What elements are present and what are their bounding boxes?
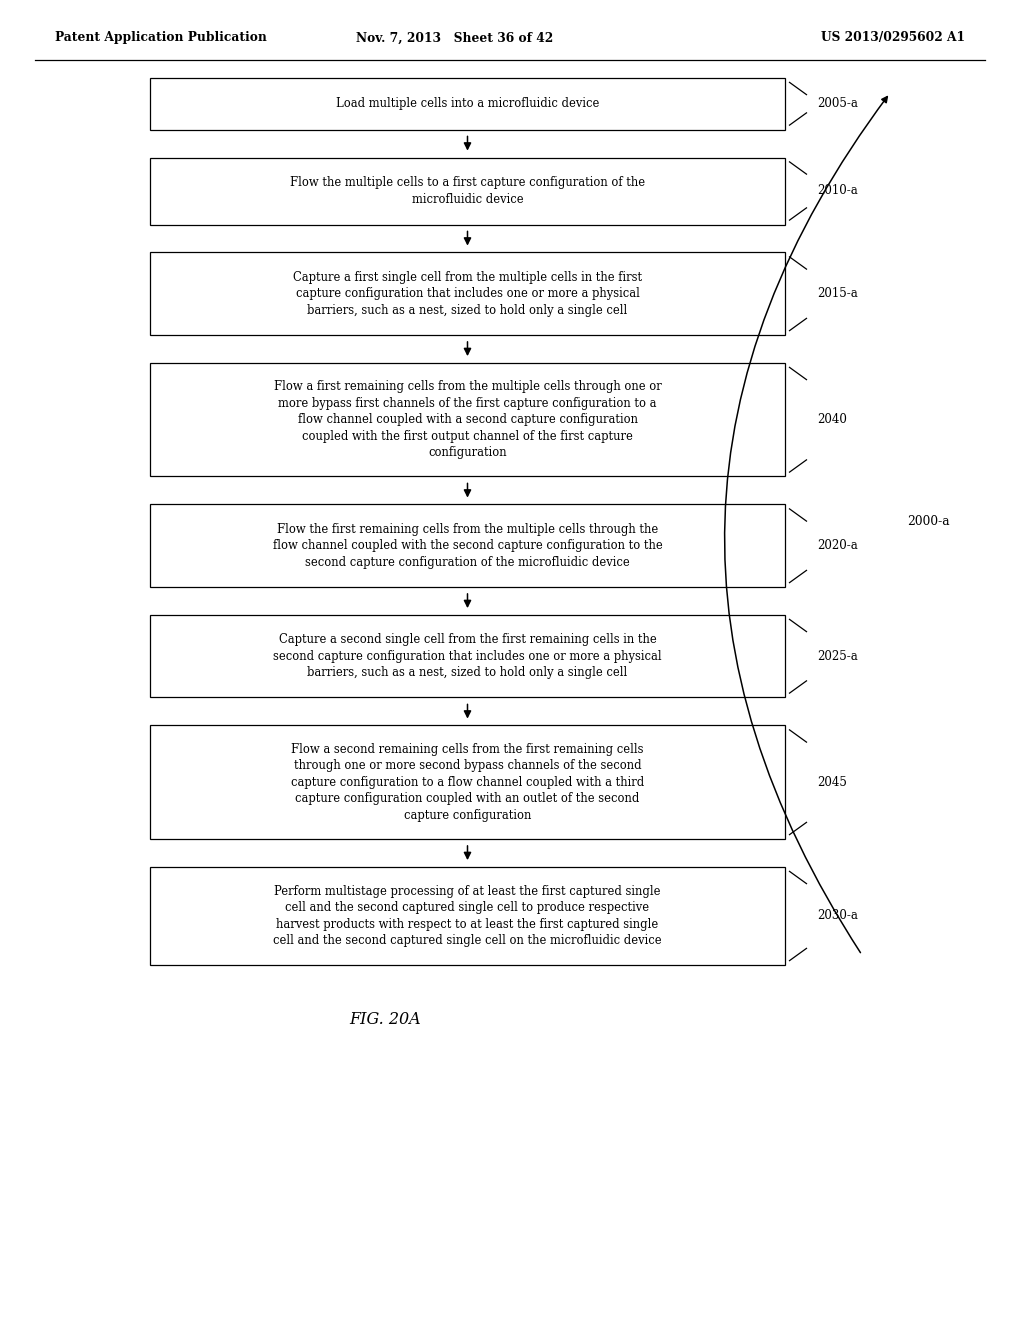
Text: Flow the first remaining cells from the multiple cells through the
flow channel : Flow the first remaining cells from the … <box>272 523 663 569</box>
Text: 2020-a: 2020-a <box>817 540 858 552</box>
Bar <box>150 504 785 587</box>
Text: Load multiple cells into a microfluidic device: Load multiple cells into a microfluidic … <box>336 98 599 111</box>
Text: FIG. 20A: FIG. 20A <box>349 1011 421 1028</box>
Bar <box>150 867 785 965</box>
Text: Flow a second remaining cells from the first remaining cells
through one or more: Flow a second remaining cells from the f… <box>291 743 644 822</box>
Bar <box>150 157 785 224</box>
Text: 2015-a: 2015-a <box>817 288 858 300</box>
Text: 2040: 2040 <box>817 413 847 426</box>
Text: Patent Application Publication: Patent Application Publication <box>55 32 267 45</box>
Bar <box>150 726 785 840</box>
Bar <box>150 252 785 335</box>
Text: 2025-a: 2025-a <box>817 649 858 663</box>
Bar <box>150 78 785 129</box>
Text: US 2013/0295602 A1: US 2013/0295602 A1 <box>821 32 965 45</box>
Text: Capture a second single cell from the first remaining cells in the
second captur: Capture a second single cell from the fi… <box>273 634 662 680</box>
Text: 2045: 2045 <box>817 776 847 789</box>
Text: Perform multistage processing of at least the first captured single
cell and the: Perform multistage processing of at leas… <box>273 884 662 948</box>
Text: 2005-a: 2005-a <box>817 98 858 111</box>
Text: 2030-a: 2030-a <box>817 909 858 923</box>
Text: Nov. 7, 2013   Sheet 36 of 42: Nov. 7, 2013 Sheet 36 of 42 <box>356 32 554 45</box>
Text: Capture a first single cell from the multiple cells in the first
capture configu: Capture a first single cell from the mul… <box>293 271 642 317</box>
Text: 2000-a: 2000-a <box>907 515 949 528</box>
Bar <box>150 615 785 697</box>
Text: Flow the multiple cells to a first capture configuration of the
microfluidic dev: Flow the multiple cells to a first captu… <box>290 177 645 206</box>
Text: 2010-a: 2010-a <box>817 185 858 198</box>
Bar <box>150 363 785 477</box>
Text: Flow a first remaining cells from the multiple cells through one or
more bypass : Flow a first remaining cells from the mu… <box>273 380 662 459</box>
